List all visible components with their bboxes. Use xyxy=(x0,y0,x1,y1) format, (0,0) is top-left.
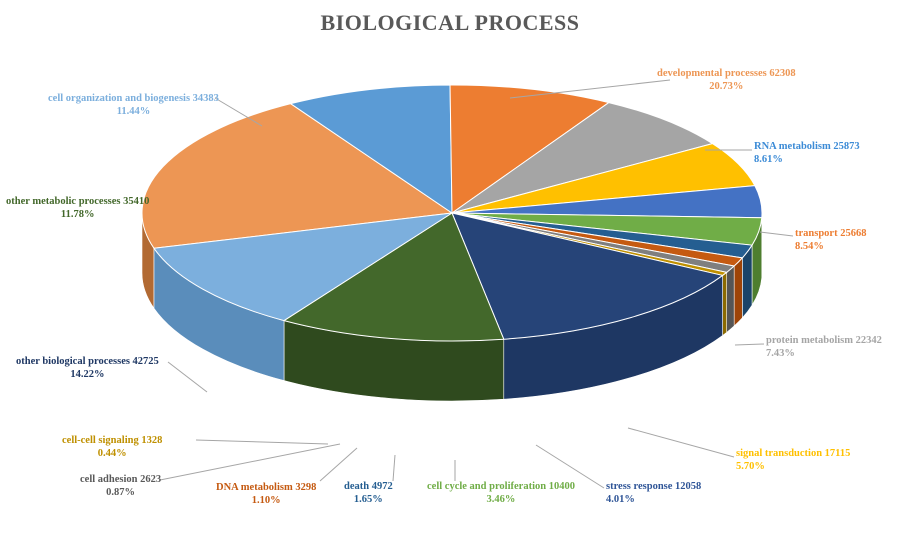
data-label-percent: 1.10% xyxy=(251,495,281,506)
data-label-stress-response: stress response 12058 4.01% xyxy=(606,480,701,506)
data-label-name: cell cycle and proliferation 10400 xyxy=(427,481,575,492)
data-label-percent: 11.78% xyxy=(60,209,95,220)
chart-title: BIOLOGICAL PROCESS xyxy=(320,10,580,35)
pie-slice-cell-organization-and-biogenesis xyxy=(153,212,453,322)
pie-side-cell-adhesion xyxy=(726,265,735,333)
data-label-cell-cell-signaling: cell-cell signaling 1328 0.44% xyxy=(62,434,162,460)
data-label-dna-metabolism: DNA metabolism 3298 1.10% xyxy=(216,481,316,507)
data-label-name: other biological processes 42725 xyxy=(16,356,159,367)
data-label-name: cell-cell signaling 1328 xyxy=(62,435,163,446)
leader-line-dna-metabolism xyxy=(319,447,358,482)
pie-slice-other-metabolic-processes xyxy=(282,212,505,342)
data-label-cell-organization-and-biogenesis: cell organization and biogenesis 34383 11… xyxy=(48,92,219,118)
data-label-developmental-processes: developmental processes 62308 20.73% xyxy=(657,67,796,93)
data-label-cell-adhesion: cell adhesion 2623 0.87% xyxy=(80,473,161,499)
leader-line-cell-adhesion xyxy=(159,443,341,481)
pie-slice-transport xyxy=(449,84,611,214)
leader-line-developmental-processes xyxy=(509,79,671,99)
data-label-name: other metabolic processes 35410 xyxy=(6,196,150,207)
data-label-cell-cycle-and-proliferation: cell cycle and proliferation 10400 3.46% xyxy=(427,480,575,506)
data-label-transport: transport 25668 8.54% xyxy=(795,227,866,253)
data-label-signal-transduction: signal transduction 17115 5.70% xyxy=(736,447,850,473)
pie-slice-rna-metabolism xyxy=(289,84,453,214)
leader-line-cell-organization-and-biogenesis xyxy=(214,97,263,127)
data-label-name: transport 25668 xyxy=(795,228,867,239)
leader-line-transport xyxy=(759,231,794,237)
leader-line-cell-cell-signaling xyxy=(195,439,329,445)
pie-slice-developmental-processes xyxy=(141,103,454,249)
data-label-name: death 4972 xyxy=(344,481,393,492)
data-label-percent: 8.54% xyxy=(795,241,824,252)
data-label-percent: 7.43% xyxy=(766,348,795,359)
leader-line-protein-metabolism xyxy=(734,343,765,346)
leader-line-death xyxy=(392,454,396,482)
data-label-rna-metabolism: RNA metabolism 25873 8.61% xyxy=(754,140,860,166)
data-label-name: RNA metabolism 25873 xyxy=(754,141,860,152)
pie-slice-protein-metabolism xyxy=(451,102,714,214)
data-label-protein-metabolism: protein metabolism 22342 7.43% xyxy=(766,334,882,360)
data-label-name: cell organization and biogenesis 34383 xyxy=(48,93,219,104)
data-label-percent: 20.73% xyxy=(709,81,744,92)
pie-side-dna-metabolism xyxy=(733,257,743,327)
data-label-name: DNA metabolism 3298 xyxy=(216,482,317,493)
data-label-name: stress response 12058 xyxy=(606,481,702,492)
data-label-percent: 1.65% xyxy=(353,494,383,505)
data-label-name: cell adhesion 2623 xyxy=(80,474,162,485)
data-label-percent: 0.87% xyxy=(106,487,135,498)
pie-side-cell-cell-signaling xyxy=(722,271,727,337)
leader-line-other-biological-processes xyxy=(167,361,208,393)
data-label-percent: 5.70% xyxy=(736,461,765,472)
leader-line-signal-transduction xyxy=(627,427,735,458)
data-label-percent: 4.01% xyxy=(606,494,635,505)
pie-slice-other-biological-processes xyxy=(451,212,724,340)
data-label-percent: 0.44% xyxy=(97,448,127,459)
data-label-other-metabolic-processes: other metabolic processes 35410 11.78% xyxy=(6,195,149,221)
data-label-name: developmental processes 62308 xyxy=(657,68,796,79)
data-label-percent: 3.46% xyxy=(486,494,516,505)
data-label-name: signal transduction 17115 xyxy=(736,448,851,459)
data-label-name: protein metabolism 22342 xyxy=(766,335,882,346)
data-label-death: death 4972 1.65% xyxy=(344,480,393,506)
data-label-percent: 11.44% xyxy=(116,106,151,117)
data-label-percent: 14.22% xyxy=(70,369,105,380)
leader-line-stress-response xyxy=(535,444,605,489)
data-label-other-biological-processes: other biological processes 42725 14.22% xyxy=(16,355,159,381)
data-label-percent: 8.61% xyxy=(754,154,783,165)
